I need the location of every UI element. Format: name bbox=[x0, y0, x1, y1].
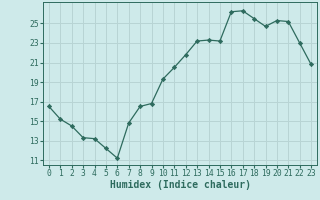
X-axis label: Humidex (Indice chaleur): Humidex (Indice chaleur) bbox=[109, 180, 251, 190]
